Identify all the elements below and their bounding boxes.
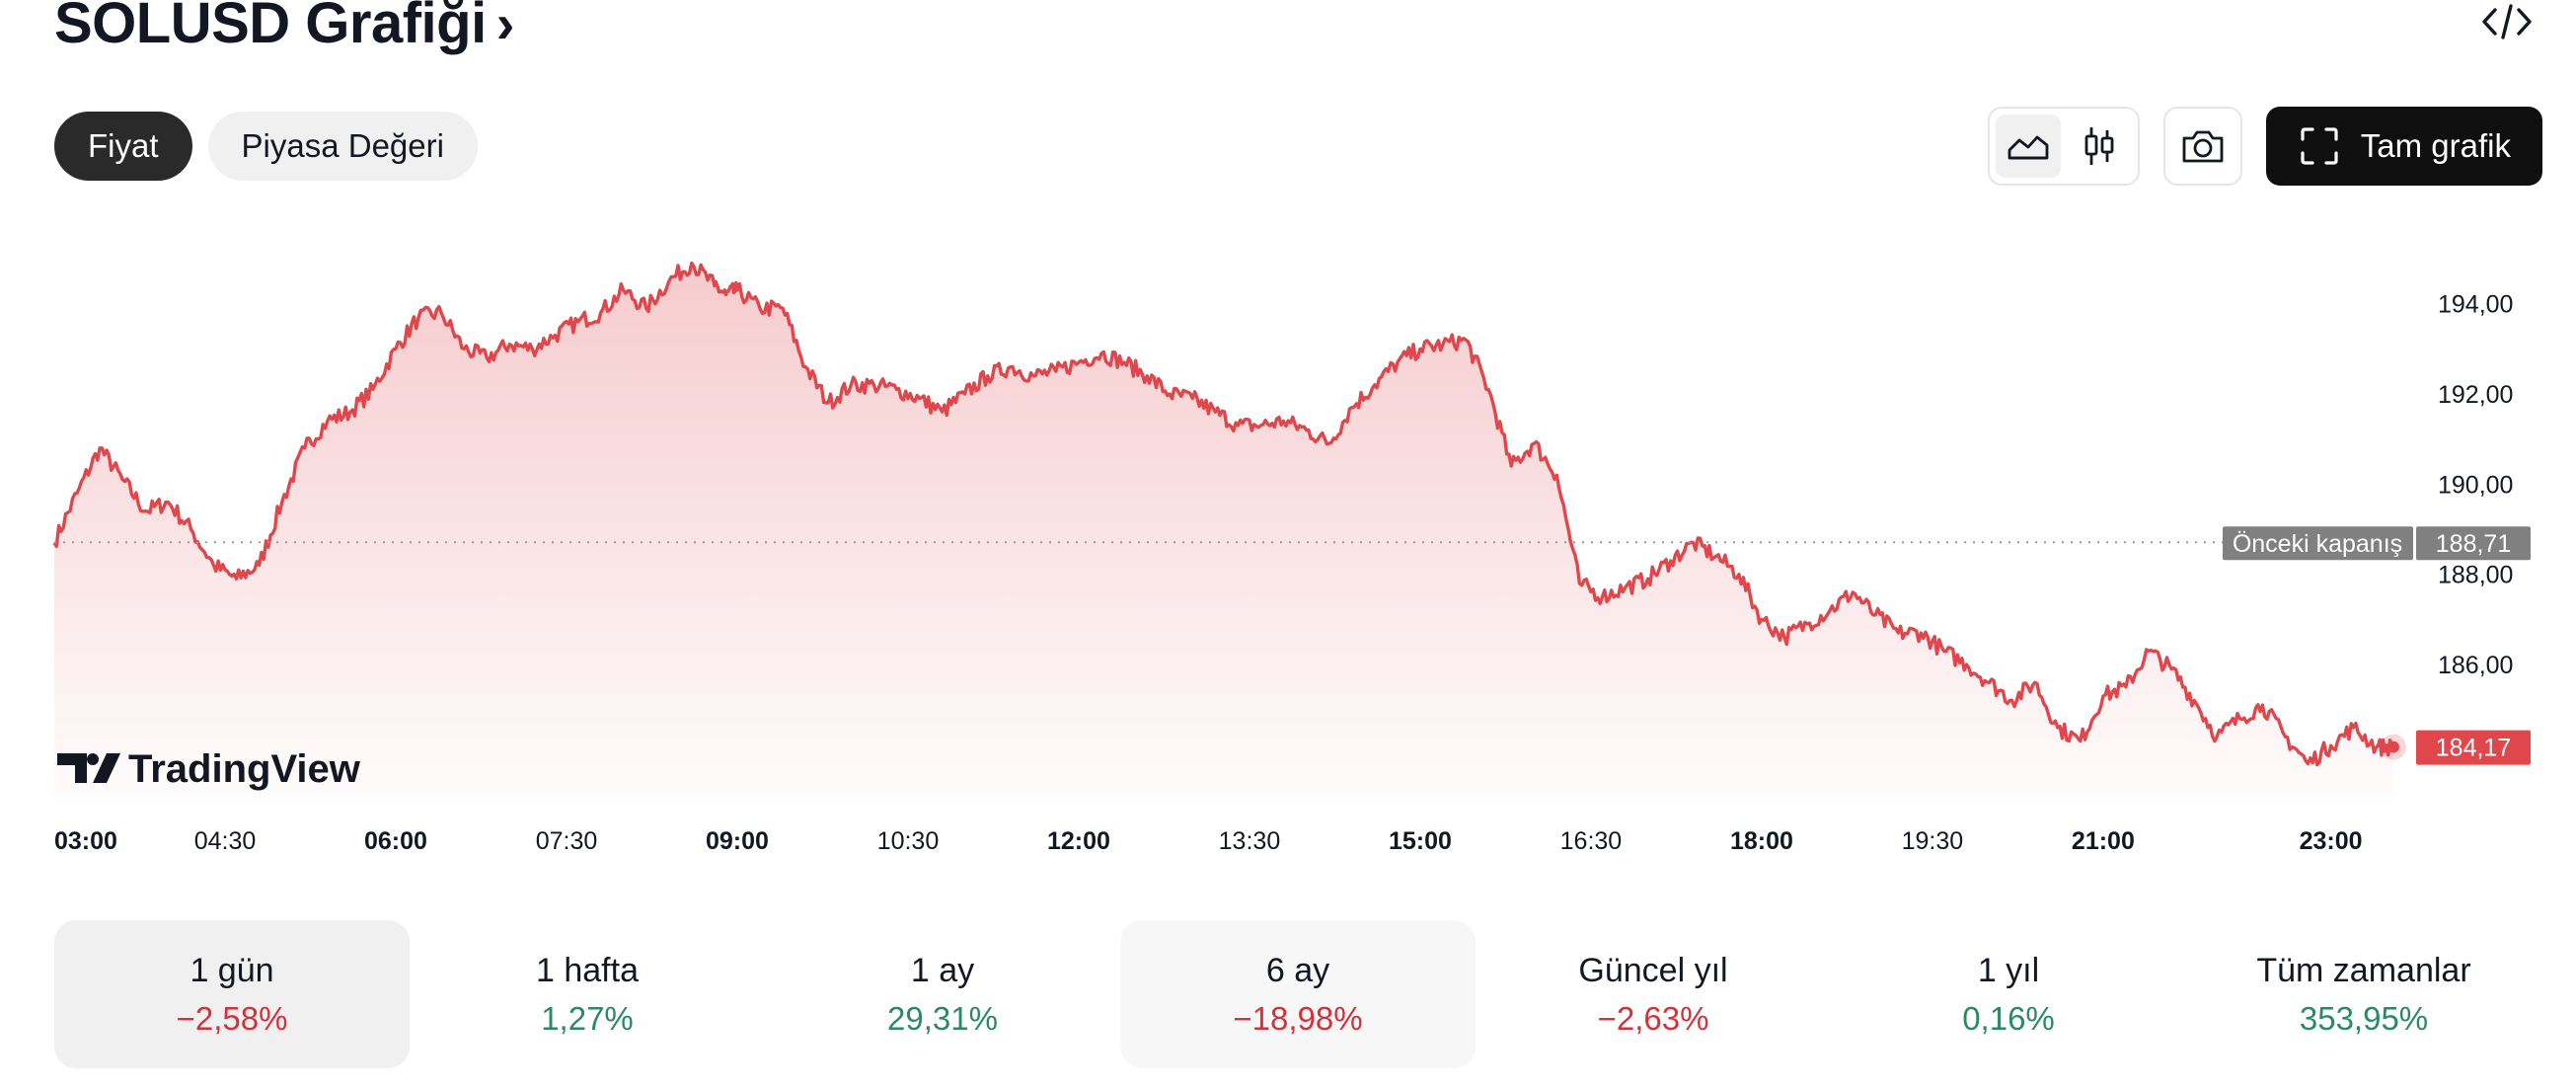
period-all-time[interactable]: Tüm zamanlar 353,95% [2186, 920, 2541, 1068]
period-1d[interactable]: 1 gün −2,58% [54, 920, 410, 1068]
chart-title-row[interactable]: SOLUSD Grafiği › [54, 0, 514, 57]
period-label: 6 ay [1265, 951, 1330, 989]
full-chart-label: Tam grafik [2360, 127, 2511, 164]
period-label: 1 yıl [1977, 951, 2040, 989]
chevron-right-icon[interactable]: › [495, 0, 515, 54]
x-tick-label: 06:00 [364, 827, 427, 855]
x-tick-label: 19:30 [1902, 827, 1964, 855]
price-line [52, 261, 2395, 767]
page-title[interactable]: SOLUSD Grafiği [54, 0, 487, 55]
fullscreen-icon [2301, 127, 2338, 165]
x-tick-label: 16:30 [1560, 827, 1623, 855]
period-change: −18,98% [1233, 999, 1363, 1037]
y-tick-label: 194,00 [2438, 291, 2513, 319]
snapshot-button[interactable] [2162, 107, 2242, 186]
x-tick-label: 21:00 [2072, 827, 2135, 855]
period-change: 353,95% [2299, 999, 2429, 1037]
x-tick-label: 09:00 [706, 827, 769, 855]
chart-type-switch [1987, 107, 2140, 186]
period-change: −2,63% [1597, 999, 1709, 1037]
x-tick-label: 04:30 [194, 827, 257, 855]
area-chart-icon [2008, 135, 2049, 160]
last-price-value: 184,17 [2436, 735, 2511, 762]
price-area-fill [54, 263, 2393, 800]
period-change: 1,27% [541, 999, 634, 1037]
x-tick-label: 03:00 [54, 827, 117, 855]
period-label: 1 gün [189, 951, 274, 989]
tab-market-cap[interactable]: Piyasa Değeri [207, 112, 478, 181]
x-tick-label: 15:00 [1389, 827, 1452, 855]
price-chart[interactable]: Önceki kapanış 188,71 194,00 192,00 190,00 18… [0, 0, 2576, 889]
period-1m[interactable]: 1 ay 29,31% [765, 920, 1120, 1068]
period-label: 1 hafta [536, 951, 639, 989]
period-change: −2,58% [176, 999, 288, 1037]
period-1y[interactable]: 1 yıl 0,16% [1831, 920, 2186, 1068]
area-chart-button[interactable] [1995, 115, 2061, 178]
y-tick-label: 190,00 [2438, 471, 2513, 499]
chart-tabs: Fiyat Piyasa Değeri [54, 112, 478, 181]
y-tick-label: 192,00 [2438, 381, 2513, 409]
period-6m[interactable]: 6 ay −18,98% [1120, 920, 1476, 1068]
previous-close-badge [2223, 526, 2413, 561]
x-tick-label: 18:00 [1730, 827, 1793, 855]
period-change: 0,16% [1962, 999, 2055, 1037]
x-tick-label: 10:30 [877, 827, 940, 855]
candlestick-chart-button[interactable] [2067, 115, 2132, 178]
period-label: Güncel yıl [1578, 951, 1728, 989]
x-tick-label: 13:30 [1219, 827, 1281, 855]
last-price-dot [2387, 740, 2399, 753]
tradingview-wordmark: TradingView [128, 747, 361, 791]
last-price-badge [2416, 730, 2531, 765]
tab-price[interactable]: Fiyat [54, 112, 192, 181]
full-chart-button[interactable]: Tam grafik [2265, 107, 2542, 186]
y-tick-label: 188,00 [2438, 562, 2513, 589]
y-tick-label: 186,00 [2438, 652, 2513, 679]
period-selector: 1 gün −2,58% 1 hafta 1,27% 1 ay 29,31% 6… [54, 920, 2541, 1068]
tradingview-logo[interactable]: TradingView [57, 747, 361, 791]
period-ytd[interactable]: Güncel yıl −2,63% [1476, 920, 1831, 1068]
chart-area[interactable]: Önceki kapanış 188,71 194,00 192,00 190,00 18… [0, 0, 2576, 889]
code-embed-icon[interactable] [2479, 0, 2535, 43]
period-label: 1 ay [910, 951, 975, 989]
x-tick-label: 07:30 [536, 827, 598, 855]
previous-close-value: 188,71 [2436, 530, 2511, 558]
camera-icon [2182, 130, 2224, 163]
candlestick-icon [2084, 127, 2114, 165]
x-tick-label: 23:00 [2300, 827, 2363, 855]
period-1w[interactable]: 1 hafta 1,27% [410, 920, 765, 1068]
previous-close-label: Önceki kapanış [2233, 530, 2402, 558]
previous-close-value-badge [2416, 526, 2531, 561]
period-change: 29,31% [887, 999, 998, 1037]
period-label: Tüm zamanlar [2256, 951, 2471, 989]
tradingview-icon [57, 753, 120, 783]
x-tick-label: 12:00 [1047, 827, 1110, 855]
chart-toolbar: Tam grafik [1987, 107, 2542, 186]
